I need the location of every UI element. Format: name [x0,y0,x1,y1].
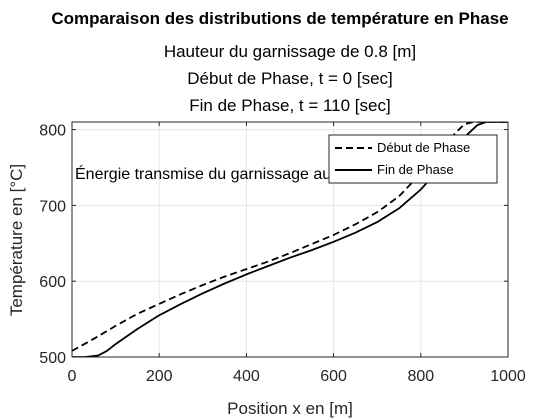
legend-label-debut: Début de Phase [377,140,470,155]
axes-box [71,121,509,358]
y-tick-label: 700 [39,198,66,215]
x-tick-label: 1000 [490,368,526,385]
chart-subtitle-3: Fin de Phase, t = 110 [sec] [189,96,390,115]
x-axis-label: Position x en [m] [227,399,353,418]
x-tick-label: 600 [320,368,347,385]
chart-subtitle-2: Début de Phase, t = 0 [sec] [187,69,393,88]
series-line-debut [72,122,508,352]
y-axis-label: Température en [°C] [7,164,26,316]
x-tick-label: 800 [407,368,434,385]
x-tick-label: 0 [68,368,77,385]
x-tick-label: 400 [233,368,260,385]
y-tick-label: 800 [39,123,66,140]
legend-label-fin: Fin de Phase [377,162,454,177]
legend-box [328,134,498,184]
chart-title: Comparaison des distributions de tempéra… [51,9,508,28]
x-tick-label: 200 [146,368,173,385]
chart-subtitle-1: Hauteur du garnissage de 0.8 [m] [164,42,416,61]
y-tick-label: 500 [39,350,66,367]
ticks: 0 200 400 600 800 1000 500 600 700 800 [39,122,526,385]
y-tick-label: 600 [39,274,66,291]
legend: Début de Phase Fin de Phase [328,134,498,184]
